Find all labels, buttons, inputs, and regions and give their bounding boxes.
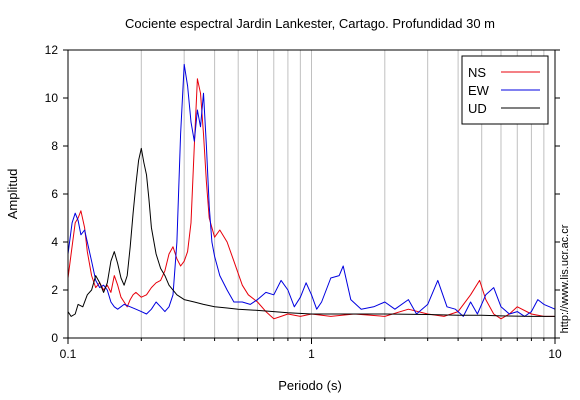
y-tick-label: 6 (51, 187, 58, 201)
y-tick-label: 0 (51, 331, 58, 345)
x-axis-label: Periodo (s) (278, 378, 342, 393)
y-tick-label: 12 (45, 43, 59, 57)
y-axis: 0 2 4 6 8 10 12 (45, 43, 560, 345)
y-tick-label: 2 (51, 283, 58, 297)
x-tick-label: 1 (308, 347, 315, 361)
series-lines (67, 63, 556, 320)
series-line-ew (67, 63, 556, 317)
x-tick-label: 10 (548, 347, 562, 361)
chart-title: Cociente espectral Jardin Lankester, Car… (125, 16, 495, 31)
y-axis-label: Amplitud (5, 169, 20, 220)
legend-label-ew: EW (468, 83, 490, 98)
y-tick-label: 10 (45, 91, 59, 105)
legend: NS EW UD (461, 55, 549, 125)
watermark-url: http://www.lis.ucr.ac.cr (559, 224, 571, 333)
series-line-ud (67, 147, 555, 317)
series-line-ns (67, 78, 555, 320)
y-tick-label: 4 (51, 235, 58, 249)
y-tick-label: 8 (51, 139, 58, 153)
x-tick-label: 0.1 (60, 347, 77, 361)
legend-label-ud: UD (468, 101, 487, 116)
x-axis: 0.1 1 10 (60, 338, 562, 361)
legend-label-ns: NS (468, 65, 486, 80)
